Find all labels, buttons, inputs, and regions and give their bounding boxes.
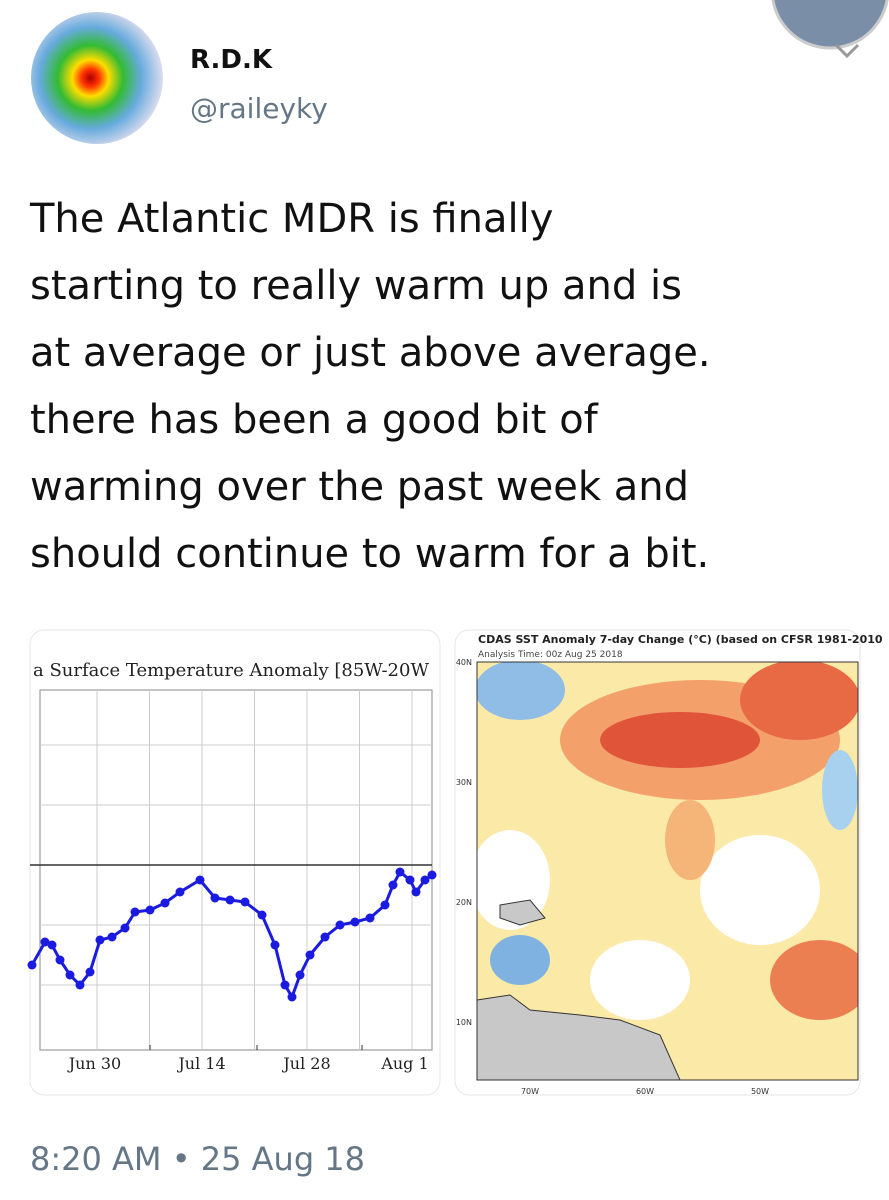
tweet-line: at average or just above average. [30, 330, 711, 376]
user-name[interactable]: R.D.K [190, 45, 273, 75]
point [210, 893, 220, 903]
point [160, 898, 170, 908]
point [120, 923, 130, 933]
profile-corner[interactable] [771, 0, 889, 50]
point [280, 980, 290, 990]
media-card[interactable] [29, 629, 441, 1096]
point [175, 887, 185, 897]
chart-grid: a Surface Temperature Anomaly [85W-20W Ju… [30, 660, 461, 1073]
tweet-line: The Atlantic MDR is finally [29, 196, 553, 242]
x-tick-label: Jun 30 [67, 1054, 121, 1073]
point [305, 950, 315, 960]
timestamp[interactable]: 8:20 AM • 25 Aug 18 [30, 1140, 365, 1178]
point [380, 900, 390, 910]
tweet-line: starting to really warm up and is [30, 263, 682, 309]
lon-label: 50W [751, 1087, 769, 1096]
tweet-text: The Atlantic MDR is finally starting to r… [29, 196, 711, 577]
user-handle[interactable]: @raileyky [190, 92, 328, 125]
sst-map [477, 662, 858, 1080]
point [107, 932, 117, 942]
avatar[interactable] [31, 12, 163, 144]
map-title: CDAS SST Anomaly 7-day Change (°C) (base… [478, 633, 883, 646]
map-labels: CDAS SST Anomaly 7-day Change (°C) (base… [456, 633, 883, 1096]
x-tick-label: Jul 28 [281, 1054, 330, 1073]
plot-frame [39, 689, 433, 1051]
lon-label: 70W [521, 1087, 539, 1096]
point [350, 917, 360, 927]
point [225, 895, 235, 905]
point [405, 875, 415, 885]
point [195, 875, 205, 885]
tweet-line: there has been a good bit of [30, 397, 599, 443]
point [130, 907, 140, 917]
lat-label: 40N [456, 658, 472, 667]
point [75, 980, 85, 990]
lon-label: 60W [636, 1087, 654, 1096]
point [411, 887, 421, 897]
point [257, 910, 267, 920]
point [295, 970, 305, 980]
point [65, 970, 75, 980]
tweet-line: warming over the past week and [30, 464, 689, 510]
point [95, 935, 105, 945]
tweet-line: should continue to warm for a bit. [30, 531, 709, 577]
point [240, 897, 250, 907]
map-frame [476, 661, 859, 1081]
lat-label: 30N [456, 778, 472, 787]
point [145, 905, 155, 915]
point [427, 870, 437, 880]
point [287, 992, 297, 1002]
lat-label: 10N [456, 1018, 472, 1027]
point [47, 940, 57, 950]
point [388, 880, 398, 890]
point [40, 937, 50, 947]
point [395, 867, 405, 877]
anomaly-points [27, 867, 437, 1002]
point [55, 955, 65, 965]
lat-label: 20N [456, 898, 472, 907]
x-tick-label: Aug 1 [380, 1054, 428, 1073]
point [85, 967, 95, 977]
point [335, 920, 345, 930]
point [27, 960, 37, 970]
map-subtitle: Analysis Time: 00z Aug 25 2018 [478, 650, 623, 660]
point [420, 875, 430, 885]
chart-title: a Surface Temperature Anomaly [85W-20W [33, 660, 429, 681]
menu-chevron[interactable] [834, 43, 860, 59]
point [365, 913, 375, 923]
x-tick-label: Jul 14 [176, 1054, 225, 1073]
point [320, 932, 330, 942]
point [270, 940, 280, 950]
